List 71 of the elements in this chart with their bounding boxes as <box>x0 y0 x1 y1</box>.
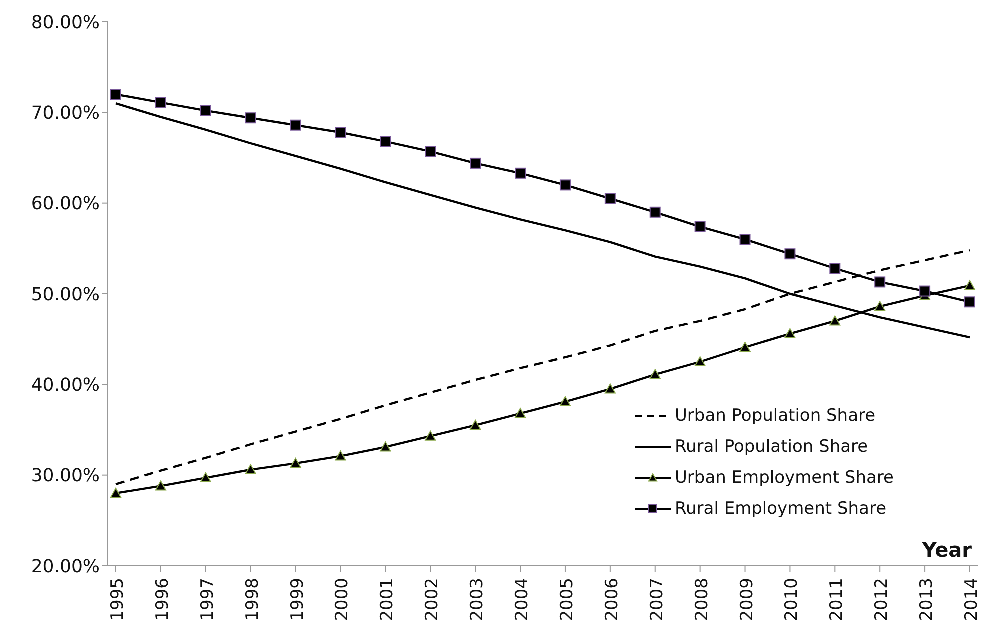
y-tick-label: 70.00% <box>31 103 100 124</box>
point <box>830 263 841 274</box>
y-tick-label: 40.00% <box>31 375 100 396</box>
legend-label: Urban Employment Share <box>674 468 894 488</box>
point <box>560 396 571 406</box>
x-tick-label: 2010 <box>782 578 802 622</box>
point <box>470 420 482 430</box>
point <box>694 356 706 366</box>
point <box>335 450 346 461</box>
point <box>784 248 796 260</box>
point <box>245 464 256 474</box>
point <box>380 136 392 148</box>
point <box>560 180 571 191</box>
point <box>830 316 841 326</box>
point <box>740 234 751 246</box>
point <box>425 146 436 158</box>
point <box>470 158 482 169</box>
x-tick-label: 2011 <box>827 578 848 622</box>
point <box>290 120 302 131</box>
y-tick-label: 30.00% <box>31 466 100 487</box>
point <box>964 296 976 308</box>
x-tick-label: 2007 <box>647 578 668 622</box>
point <box>784 328 796 338</box>
point <box>335 127 346 138</box>
x-tick-label: 2002 <box>422 578 443 622</box>
point <box>650 369 661 380</box>
point <box>874 276 886 288</box>
x-tick-label: 1995 <box>108 578 128 622</box>
legend-label: Rural Population Share <box>674 436 868 456</box>
point <box>380 442 392 452</box>
point <box>200 472 212 483</box>
point <box>694 221 706 232</box>
y-tick-label: 80.00% <box>31 12 100 34</box>
point <box>515 408 526 418</box>
x-tick-label: 2014 <box>962 578 982 622</box>
point <box>604 384 616 394</box>
point <box>110 89 122 100</box>
point <box>200 105 212 116</box>
point <box>290 458 302 468</box>
x-tick-label: 2013 <box>917 578 938 622</box>
point <box>604 193 616 204</box>
x-axis-title: Year <box>922 538 972 562</box>
x-tick-label: 1996 <box>152 578 173 622</box>
x-tick-label: 2004 <box>512 578 533 622</box>
point <box>874 301 886 312</box>
x-tick-label: 1998 <box>242 578 263 622</box>
x-tick-label: 1997 <box>198 578 218 622</box>
point <box>740 342 751 352</box>
point <box>245 112 256 124</box>
point <box>425 430 436 441</box>
point <box>650 206 661 218</box>
point <box>155 97 166 108</box>
y-tick-label: 50.00% <box>31 284 100 306</box>
x-tick-label: 2009 <box>737 578 758 622</box>
point <box>110 488 122 498</box>
x-tick-label: 2003 <box>468 578 488 622</box>
point <box>155 480 166 491</box>
legend-label: Urban Population Share <box>674 406 876 426</box>
x-tick-label: 1999 <box>288 578 308 622</box>
x-tick-label: 2008 <box>692 578 712 622</box>
x-tick-label: 2005 <box>557 578 578 622</box>
y-tick-label: 20.00% <box>31 556 100 578</box>
x-tick-label: 2000 <box>332 578 353 622</box>
point <box>515 168 526 179</box>
legend-label: Rural Employment Share <box>674 498 887 518</box>
point <box>964 280 976 290</box>
point <box>920 286 931 297</box>
x-tick-label: 2006 <box>602 578 622 622</box>
x-tick-label: 2012 <box>872 578 892 622</box>
x-tick-label: 2001 <box>378 578 398 622</box>
y-tick-label: 60.00% <box>31 194 100 215</box>
